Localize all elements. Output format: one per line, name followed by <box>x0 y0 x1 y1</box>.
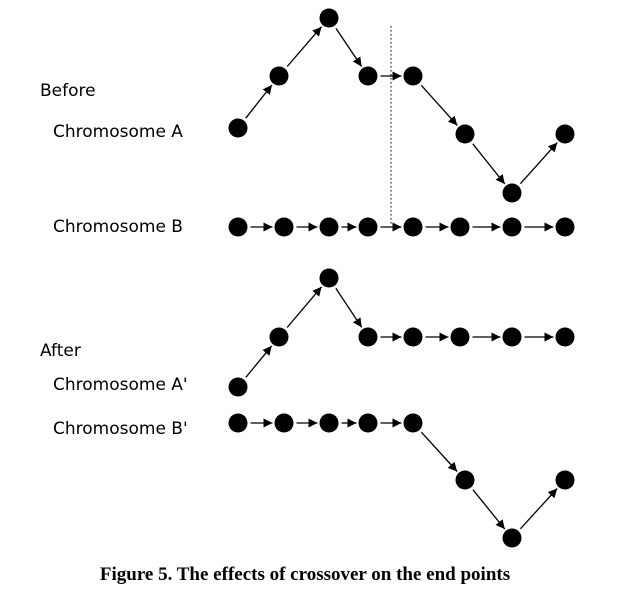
chromosome-b-prime-point <box>358 413 378 433</box>
chromosome-a-point <box>502 183 522 203</box>
chromosome-b-prime-point <box>403 413 423 433</box>
chromosome-a-arrow <box>420 84 458 126</box>
chromosome-a-arrow <box>519 142 558 185</box>
chromosome-b-prime-point <box>502 528 522 548</box>
chromosomes-layer <box>228 8 575 548</box>
chromosome-b-label: Chromosome B <box>53 217 183 237</box>
chromosome-b-point <box>319 217 339 237</box>
chromosome-a-point <box>455 124 475 144</box>
chromosome-a-prime-point <box>269 327 289 347</box>
chromosome-a-prime-arrow <box>286 286 323 328</box>
chromosome-a-prime-arrow <box>245 345 273 378</box>
chromosome-a-arrow <box>472 143 506 185</box>
chromosome-b-prime-point <box>319 413 339 433</box>
chromosome-a-point <box>555 124 575 144</box>
chromosome-a-prime-point <box>450 327 470 347</box>
chromosome-a-arrow <box>335 28 363 67</box>
chromosome-a-prime-point <box>502 327 522 347</box>
chromosome-a-prime-point <box>555 327 575 347</box>
chromosome-b-point <box>228 217 248 237</box>
chromosome-a-arrow <box>245 84 273 119</box>
chromosome-b-prime <box>228 413 575 548</box>
chromosome-a-label: Chromosome A <box>53 122 183 142</box>
chromosome-a-point <box>319 8 339 28</box>
chromosome-b-prime-point <box>455 470 475 490</box>
chromosome-b-point <box>274 217 294 237</box>
chromosome-a <box>228 8 575 203</box>
chromosome-a-point <box>228 118 248 138</box>
chromosome-a-prime <box>228 268 575 397</box>
chromosome-b-prime-point <box>228 413 248 433</box>
chromosome-a-prime-arrow <box>335 288 363 328</box>
chromosome-b-prime-point <box>555 470 575 490</box>
after-label: After <box>40 341 81 361</box>
chromosome-b-prime-arrow <box>472 489 506 530</box>
chromosome-b-prime-arrow <box>519 488 558 530</box>
chromosome-b-point <box>450 217 470 237</box>
chromosome-a-point <box>269 66 289 86</box>
chromosome-b <box>228 217 575 237</box>
chromosome-a-point <box>403 66 423 86</box>
chromosome-b-prime-label: Chromosome B' <box>53 419 188 439</box>
chromosome-b-prime-arrow <box>420 431 458 472</box>
chromosome-a-point <box>358 66 378 86</box>
chromosome-b-point <box>502 217 522 237</box>
chromosome-a-prime-point <box>403 327 423 347</box>
chromosome-b-prime-point <box>274 413 294 433</box>
chromosome-a-prime-label: Chromosome A' <box>53 375 188 395</box>
chromosome-a-arrow <box>286 26 322 67</box>
figure-caption: Figure 5. The effects of crossover on th… <box>100 564 510 585</box>
chromosome-b-point <box>358 217 378 237</box>
chromosome-b-point <box>555 217 575 237</box>
chromosome-a-prime-point <box>358 327 378 347</box>
chromosome-a-prime-point <box>319 268 339 288</box>
chromosome-a-prime-point <box>228 377 248 397</box>
before-label: Before <box>40 81 96 101</box>
chromosome-b-point <box>403 217 423 237</box>
